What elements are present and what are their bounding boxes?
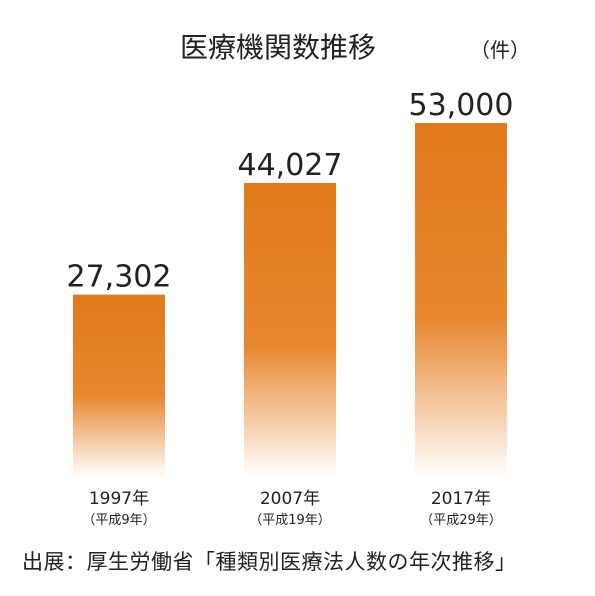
bar-chart: 医療機関数推移 （件） 27,302 1997年 （平成9年） 44,027 2007年… [67,31,530,528]
bar-1 [73,294,165,477]
value-label-3: 53,000 [409,88,514,123]
source-note: 出展：厚生労働省「種類別医療法人数の年次推移」 [22,550,517,574]
year-label-2: 2007年 [260,489,320,509]
chart-title: 医療機関数推移 [180,31,376,64]
era-label-3: （平成29年） [420,513,502,528]
era-label-1: （平成9年） [82,513,155,528]
bar-2 [244,182,336,477]
year-label-3: 2017年 [431,489,491,509]
bar-3 [415,123,507,477]
value-label-1: 27,302 [67,260,172,295]
unit-label: （件） [470,38,530,62]
year-label-1: 1997年 [89,489,149,509]
era-label-2: （平成19年） [249,513,331,528]
value-label-2: 44,027 [238,148,343,183]
